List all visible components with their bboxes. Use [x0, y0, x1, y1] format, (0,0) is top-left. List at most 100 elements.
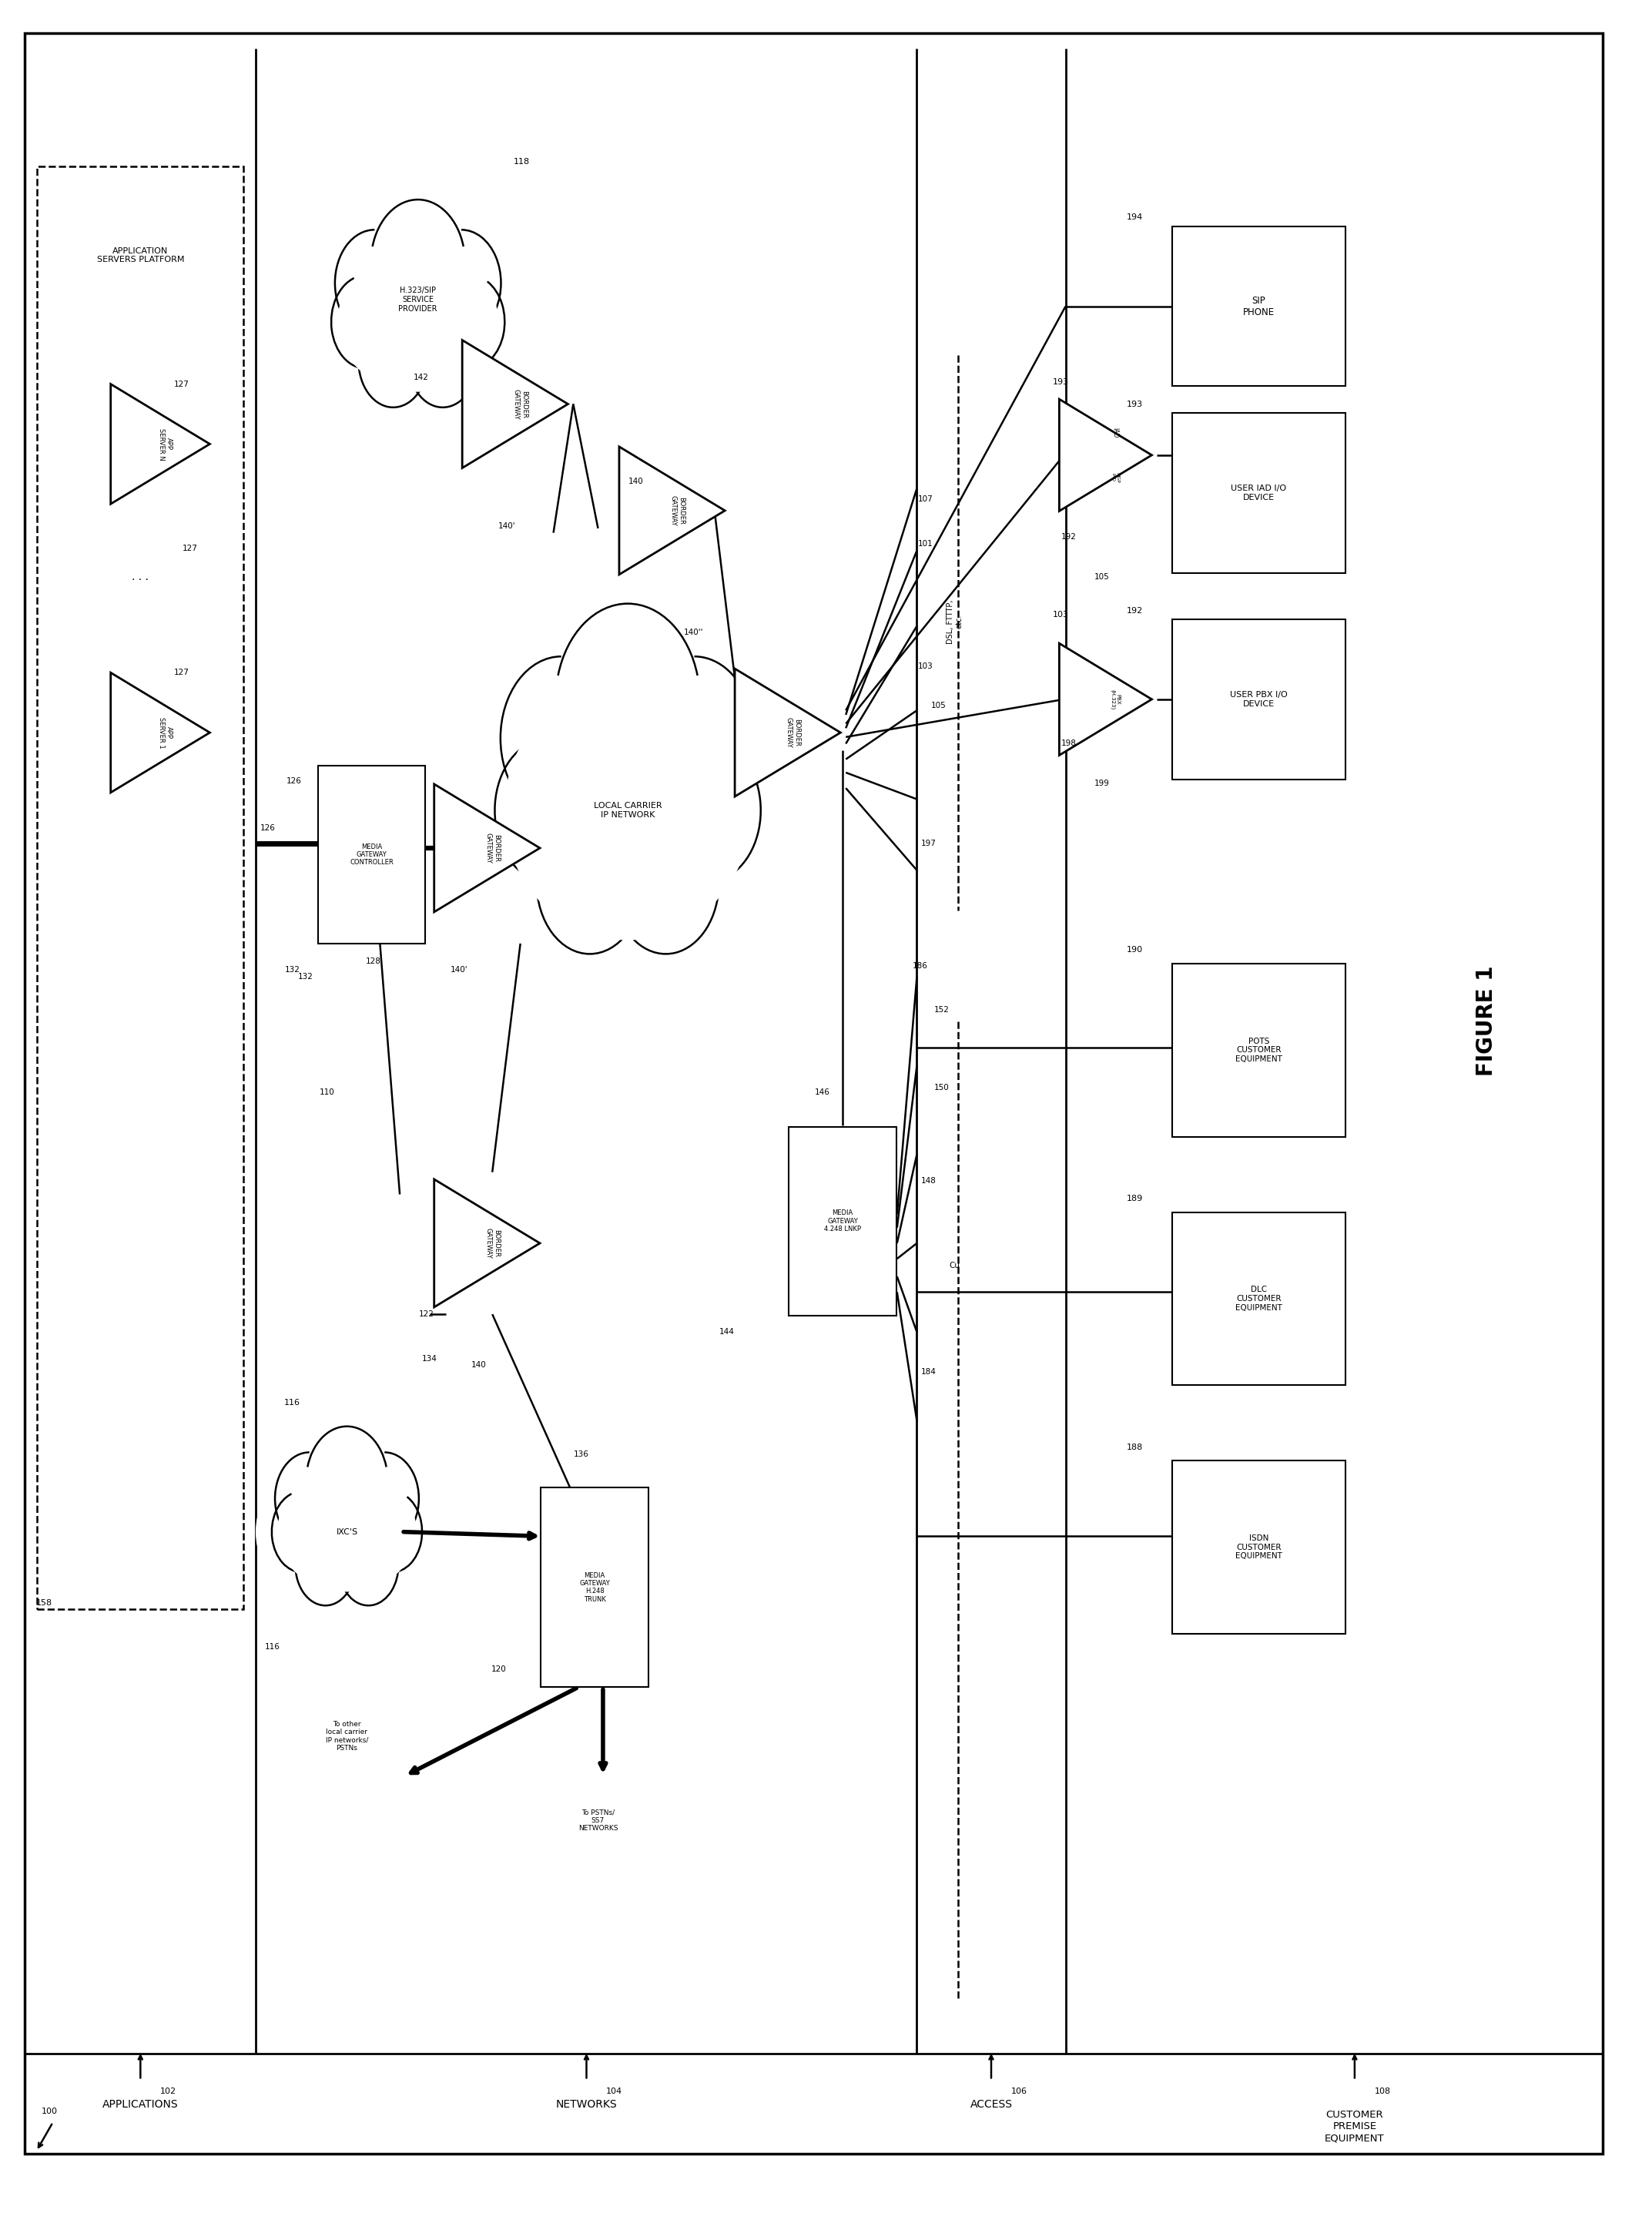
- Text: 158: 158: [36, 1598, 53, 1607]
- FancyBboxPatch shape: [542, 1487, 648, 1687]
- Text: . . .: . . .: [132, 573, 149, 582]
- Text: BORDER
GATEWAY: BORDER GATEWAY: [785, 717, 801, 748]
- FancyBboxPatch shape: [1173, 226, 1345, 386]
- FancyBboxPatch shape: [1173, 1212, 1345, 1385]
- Ellipse shape: [466, 637, 790, 983]
- Text: BORDER
GATEWAY: BORDER GATEWAY: [484, 832, 501, 864]
- Text: APP
SERVER 1: APP SERVER 1: [157, 717, 173, 748]
- FancyBboxPatch shape: [317, 766, 426, 944]
- Text: 110: 110: [319, 1088, 335, 1097]
- Text: 108: 108: [1374, 2087, 1391, 2096]
- Text: 132: 132: [297, 972, 314, 981]
- Text: 150: 150: [933, 1083, 950, 1092]
- Text: MEDIA
GATEWAY
4.248 LNKP: MEDIA GATEWAY 4.248 LNKP: [824, 1210, 861, 1232]
- Text: 134: 134: [421, 1354, 438, 1363]
- Text: 188: 188: [1127, 1443, 1143, 1452]
- Ellipse shape: [256, 1452, 438, 1612]
- Text: 116: 116: [264, 1643, 281, 1652]
- Text: APP
SERVER N: APP SERVER N: [157, 428, 173, 460]
- Text: To PSTNs/
SS7
NETWORKS: To PSTNs/ SS7 NETWORKS: [578, 1809, 618, 1832]
- Polygon shape: [434, 784, 540, 912]
- Text: APPLICATIONS: APPLICATIONS: [102, 2100, 178, 2109]
- Polygon shape: [1059, 644, 1151, 755]
- Text: 146: 146: [814, 1088, 831, 1097]
- Text: CUSTOMER
PREMISE
EQUIPMENT: CUSTOMER PREMISE EQUIPMENT: [1325, 2111, 1384, 2142]
- Text: 198: 198: [1061, 739, 1077, 748]
- Text: USER IAD I/O
DEVICE: USER IAD I/O DEVICE: [1231, 484, 1287, 502]
- Text: ACCESS: ACCESS: [970, 2100, 1013, 2109]
- Polygon shape: [735, 668, 841, 797]
- Text: MEDIA
GATEWAY
H.248
TRUNK: MEDIA GATEWAY H.248 TRUNK: [580, 1572, 610, 1603]
- Text: 197: 197: [920, 839, 937, 848]
- Text: 102: 102: [160, 2087, 177, 2096]
- Text: MEDIA
GATEWAY
CONTROLLER: MEDIA GATEWAY CONTROLLER: [350, 844, 393, 866]
- Text: 127: 127: [182, 544, 198, 553]
- Text: BORDER
GATEWAY: BORDER GATEWAY: [484, 1228, 501, 1259]
- Text: IAD: IAD: [1112, 428, 1118, 437]
- Text: DLC
CUSTOMER
EQUIPMENT: DLC CUSTOMER EQUIPMENT: [1236, 1285, 1282, 1312]
- Ellipse shape: [504, 682, 752, 941]
- Text: 193: 193: [1052, 377, 1069, 386]
- Text: 103: 103: [917, 662, 933, 670]
- FancyBboxPatch shape: [25, 33, 1602, 2153]
- Text: 199: 199: [1094, 779, 1110, 788]
- Text: 100: 100: [41, 2107, 58, 2116]
- Text: 140: 140: [471, 1361, 487, 1370]
- Text: POTS
CUSTOMER
EQUIPMENT: POTS CUSTOMER EQUIPMENT: [1236, 1037, 1282, 1063]
- Text: Cu: Cu: [950, 1261, 960, 1270]
- Polygon shape: [1059, 400, 1151, 511]
- Text: 107: 107: [917, 495, 933, 504]
- FancyBboxPatch shape: [38, 167, 244, 1610]
- Text: 193: 193: [1127, 400, 1143, 408]
- Text: ISDN
CUSTOMER
EQUIPMENT: ISDN CUSTOMER EQUIPMENT: [1236, 1534, 1282, 1561]
- Text: 136: 136: [573, 1450, 590, 1459]
- Text: 128: 128: [365, 957, 382, 966]
- Text: APPLICATION
SERVERS PLATFORM: APPLICATION SERVERS PLATFORM: [97, 246, 183, 264]
- Text: 194: 194: [1127, 213, 1143, 222]
- Text: NETWORKS: NETWORKS: [555, 2100, 618, 2109]
- Text: IXC'S: IXC'S: [335, 1527, 358, 1536]
- Text: 101: 101: [917, 539, 933, 548]
- Text: SIP
PHONE: SIP PHONE: [1242, 295, 1275, 317]
- Text: 116: 116: [284, 1399, 301, 1407]
- Text: 103: 103: [1052, 611, 1069, 619]
- Text: 105: 105: [1094, 573, 1110, 582]
- Ellipse shape: [312, 229, 524, 415]
- Text: 104: 104: [606, 2087, 623, 2096]
- Text: MGP
IAD: MGP IAD: [1110, 473, 1120, 482]
- Text: 189: 189: [1127, 1194, 1143, 1203]
- FancyBboxPatch shape: [1173, 413, 1345, 573]
- Text: H.323/SIP
SERVICE
PROVIDER: H.323/SIP SERVICE PROVIDER: [398, 286, 438, 313]
- FancyBboxPatch shape: [1173, 963, 1345, 1137]
- Polygon shape: [111, 384, 210, 504]
- Text: 144: 144: [719, 1328, 735, 1336]
- Text: 192: 192: [1061, 533, 1077, 542]
- Text: 127: 127: [173, 668, 190, 677]
- Ellipse shape: [337, 253, 499, 391]
- Text: 127: 127: [173, 380, 190, 388]
- Text: BORDER
GATEWAY: BORDER GATEWAY: [512, 388, 529, 420]
- Text: 126: 126: [259, 824, 276, 832]
- Text: USER PBX I/O
DEVICE: USER PBX I/O DEVICE: [1231, 690, 1287, 708]
- Text: 142: 142: [413, 373, 430, 382]
- Text: LOCAL CARRIER
IP NETWORK: LOCAL CARRIER IP NETWORK: [593, 801, 662, 819]
- Text: 126: 126: [286, 777, 302, 786]
- Text: 190: 190: [1127, 946, 1143, 955]
- Text: 152: 152: [933, 1006, 950, 1015]
- Text: BORDER
GATEWAY: BORDER GATEWAY: [669, 495, 686, 526]
- Polygon shape: [463, 340, 568, 468]
- Text: 132: 132: [284, 966, 301, 975]
- FancyBboxPatch shape: [790, 1126, 895, 1314]
- Text: To other
local carrier
IP networks/
PSTNs: To other local carrier IP networks/ PSTN…: [325, 1721, 368, 1752]
- FancyBboxPatch shape: [1173, 1461, 1345, 1634]
- Text: 192: 192: [1127, 606, 1143, 615]
- Text: 120: 120: [491, 1665, 507, 1674]
- Text: FIGURE 1: FIGURE 1: [1475, 966, 1498, 1077]
- Text: DSL, FTTTP,
etc.: DSL, FTTTP, etc.: [947, 599, 963, 644]
- Polygon shape: [620, 446, 725, 575]
- Polygon shape: [434, 1179, 540, 1308]
- Text: 186: 186: [912, 961, 928, 970]
- Text: 106: 106: [1011, 2087, 1028, 2096]
- Polygon shape: [111, 673, 210, 793]
- Text: 105: 105: [930, 702, 947, 710]
